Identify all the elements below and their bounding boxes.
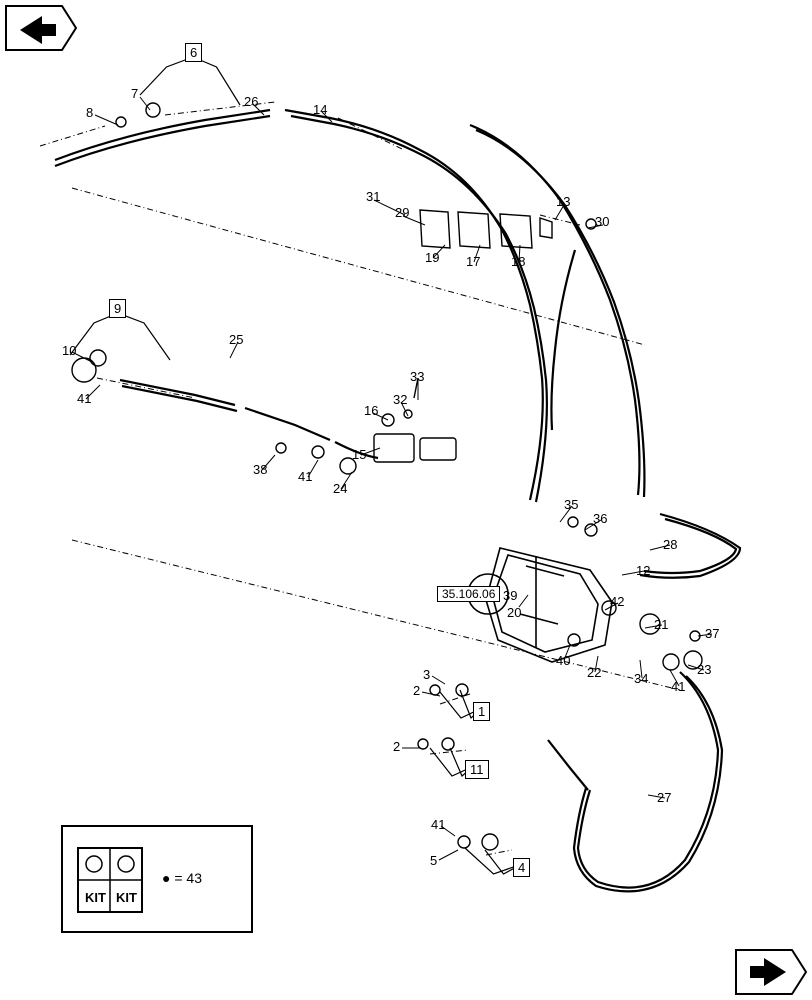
callout-40-32: 40 — [556, 654, 570, 667]
callout-21-30: 21 — [654, 618, 668, 631]
svg-text:KIT: KIT — [85, 890, 106, 905]
kit-legend: ● = 43 — [162, 870, 202, 886]
callout-30-11: 30 — [595, 215, 609, 228]
callout-19-7: 19 — [425, 251, 439, 264]
callout-26-3: 26 — [244, 95, 258, 108]
pump-body — [468, 548, 612, 662]
callout-13-10: 13 — [556, 195, 570, 208]
leader-lines — [72, 97, 712, 860]
support-plates — [420, 210, 552, 248]
callout-41-17: 41 — [298, 470, 312, 483]
kit-legend-text: = 43 — [174, 870, 202, 886]
callout-33-22: 33 — [410, 370, 424, 383]
callout-18-9: 18 — [511, 255, 525, 268]
nav-arrow-bottom-right — [736, 950, 806, 994]
callout-37-31: 37 — [705, 627, 719, 640]
callout-36-24: 36 — [593, 512, 607, 525]
callout-3-37: 3 — [423, 668, 430, 681]
callout-15-20: 15 — [352, 448, 366, 461]
callout-11-41: 11 — [465, 760, 489, 779]
centerlines — [40, 102, 680, 855]
callout-4-44: 4 — [513, 858, 530, 877]
callout-23-36: 23 — [697, 663, 711, 676]
callout-32-21: 32 — [393, 393, 407, 406]
callout-28-25: 28 — [663, 538, 677, 551]
callout-39-27: 39 — [503, 589, 517, 602]
callout-14-4: 14 — [313, 103, 327, 116]
diagram-svg: KIT KIT — [0, 0, 812, 1000]
callout-27-45: 27 — [657, 791, 671, 804]
callout-9-12: 9 — [109, 299, 126, 318]
callout-35-23: 35 — [564, 498, 578, 511]
callout-12-26: 12 — [636, 564, 650, 577]
callout-2-38: 2 — [413, 684, 420, 697]
svg-text:KIT: KIT — [116, 890, 137, 905]
callout-29-6: 29 — [395, 206, 409, 219]
callout-22-33: 22 — [587, 666, 601, 679]
callout-34-34: 34 — [634, 672, 648, 685]
ref-box: 35.106.06 — [437, 586, 500, 602]
callout-38-16: 38 — [253, 463, 267, 476]
exploded-diagram: KIT KIT ● = 43 35.106.06 678261431291917… — [0, 0, 812, 1000]
callout-17-8: 17 — [466, 255, 480, 268]
kit-box-group: KIT KIT — [62, 826, 252, 932]
callout-41-42: 41 — [431, 818, 445, 831]
callout-42-29: 42 — [610, 595, 624, 608]
callout-41-35: 41 — [671, 680, 685, 693]
callout-16-19: 16 — [364, 404, 378, 417]
nav-arrow-top-left — [6, 6, 76, 50]
brackets — [70, 57, 522, 874]
callout-5-43: 5 — [430, 854, 437, 867]
kit-symbol: ● — [162, 870, 170, 886]
callout-1-39: 1 — [473, 702, 490, 721]
callout-2-40: 2 — [393, 740, 400, 753]
callout-7-1: 7 — [131, 87, 138, 100]
callout-24-18: 24 — [333, 482, 347, 495]
callout-41-14: 41 — [77, 392, 91, 405]
callout-31-5: 31 — [366, 190, 380, 203]
callout-25-15: 25 — [229, 333, 243, 346]
hoses — [55, 110, 740, 891]
callout-10-13: 10 — [62, 344, 76, 357]
callout-8-2: 8 — [86, 106, 93, 119]
callout-6-0: 6 — [185, 43, 202, 62]
callout-20-28: 20 — [507, 606, 521, 619]
